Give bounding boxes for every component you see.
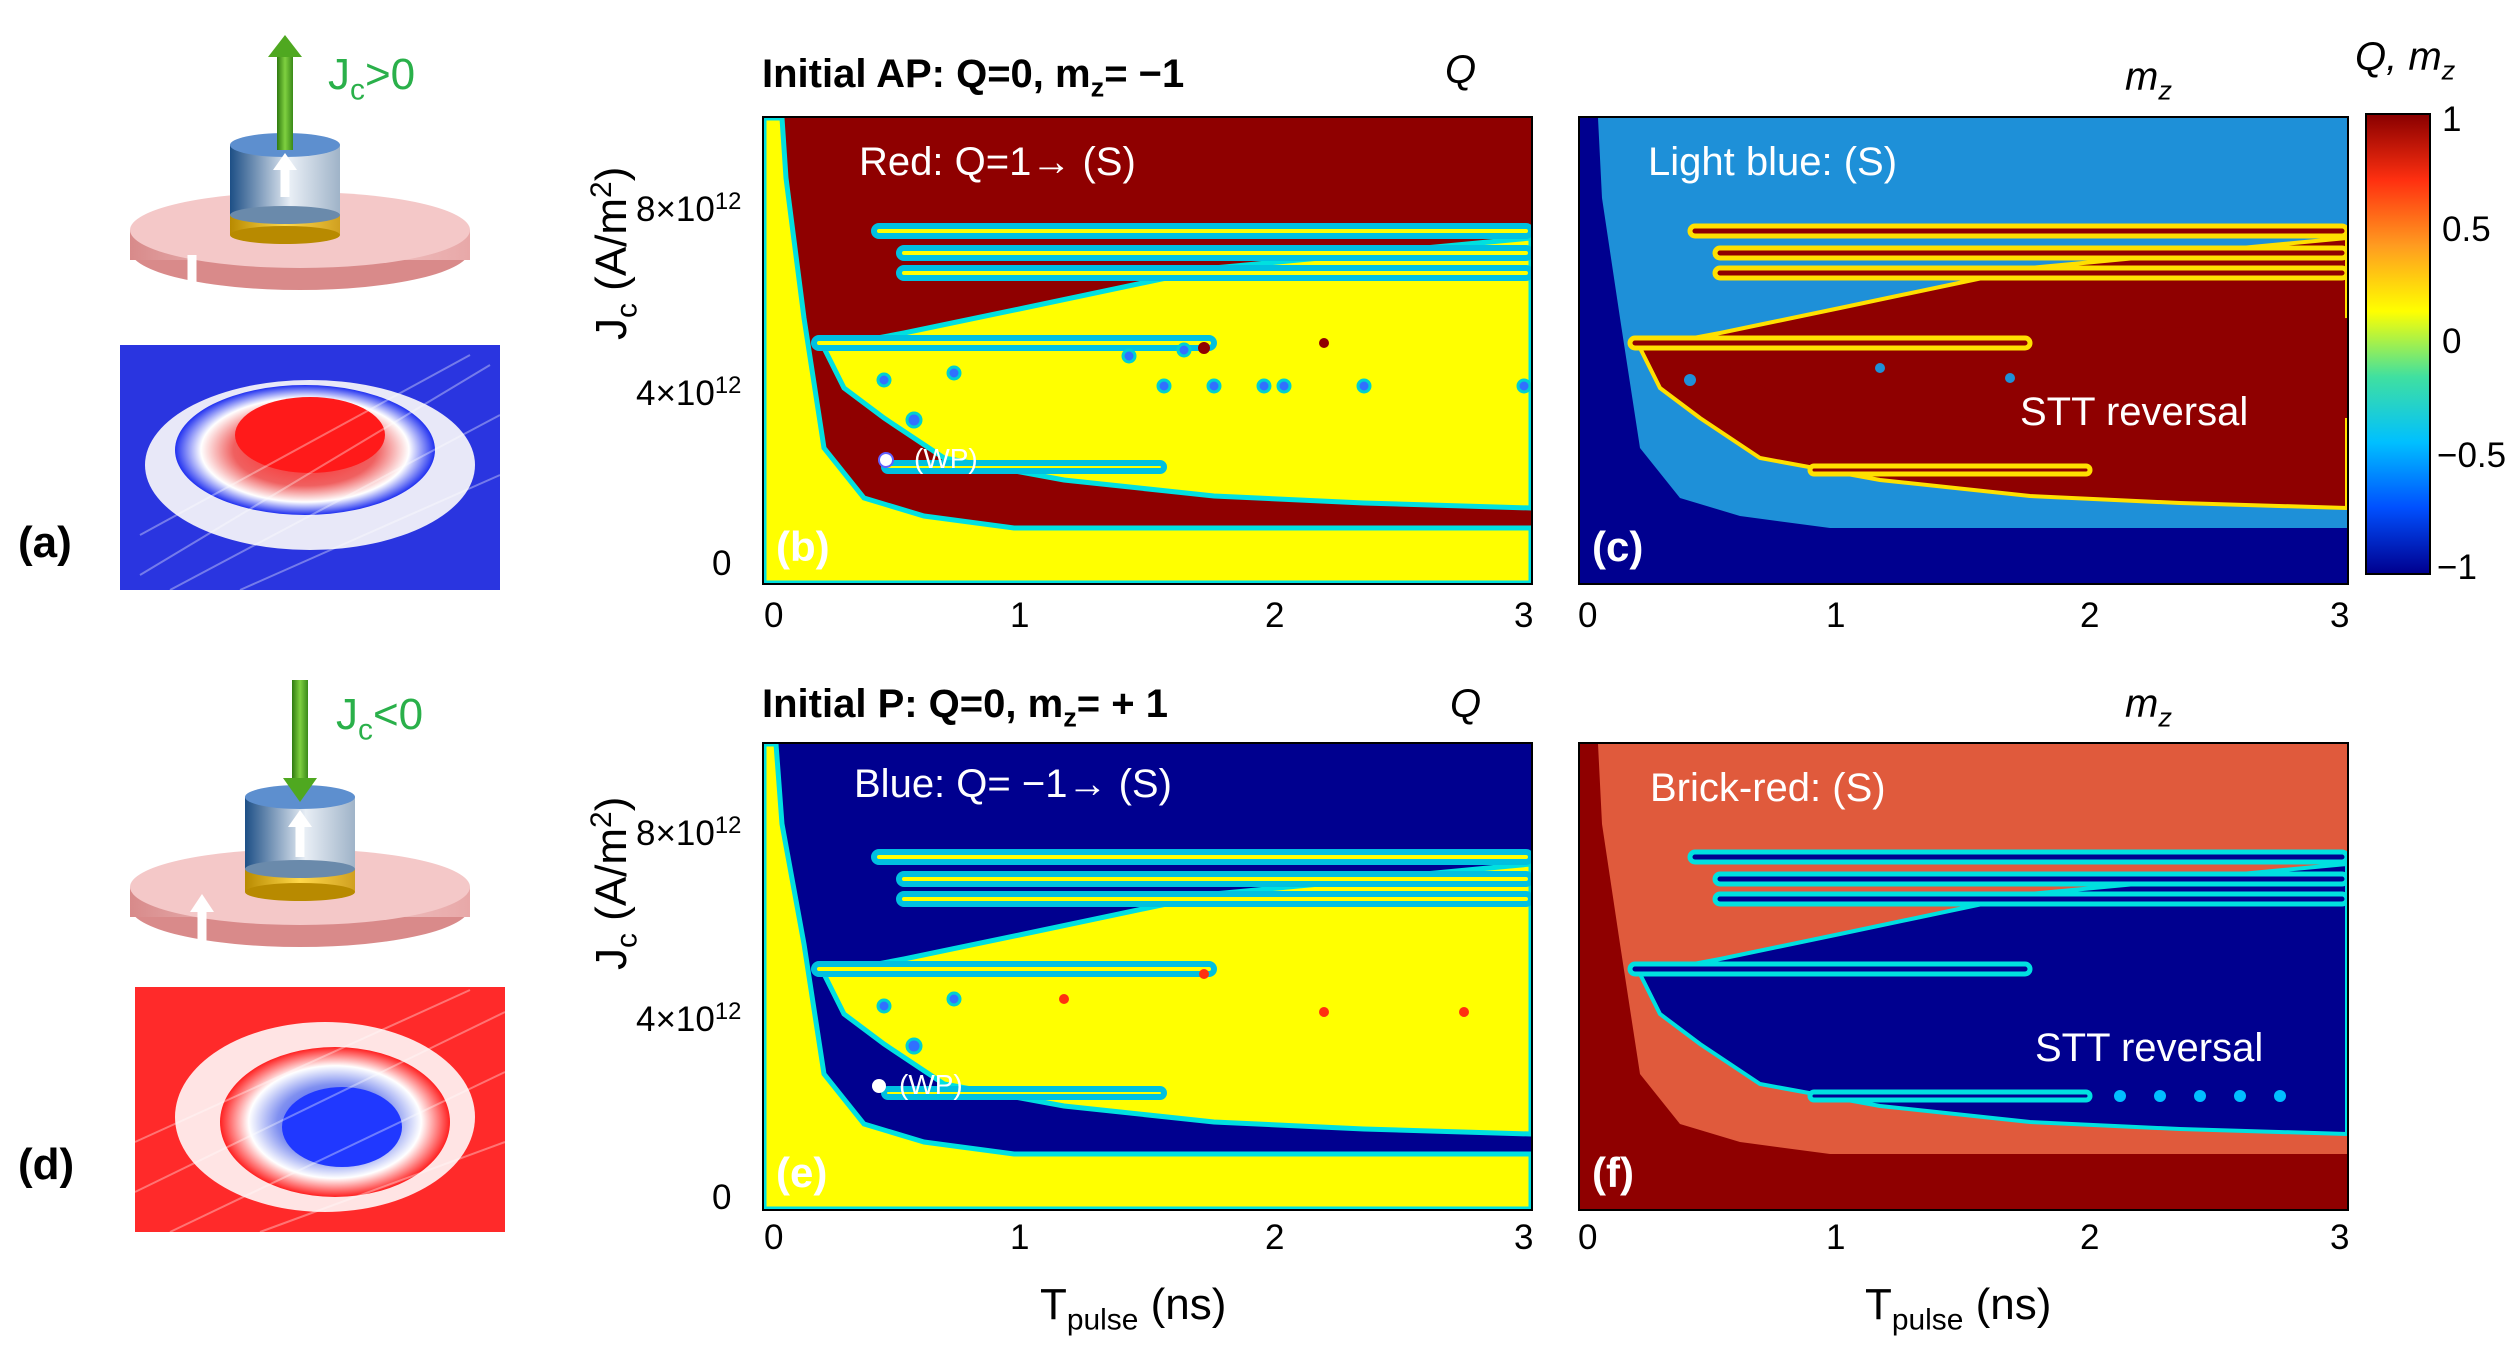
x-axis-label-left: Tpulse (ns) (1040, 1280, 1227, 1337)
x-tick-f-0: 0 (1578, 1218, 1598, 1257)
x-tick-e-2: 2 (1265, 1218, 1285, 1257)
row-title-bottom: Initial P: Q=0, mz= + 1 (762, 682, 1168, 733)
x-tick-f-3: 3 (2330, 1218, 2350, 1257)
panel-letter-e: (e) (776, 1149, 828, 1196)
map-symbol-f: mz (2125, 682, 2172, 733)
colorbar (2365, 113, 2431, 575)
x-tick-b-1: 1 (1010, 596, 1030, 635)
map-symbol-b: Q (1445, 48, 1477, 92)
x-tick-e-1: 1 (1010, 1218, 1030, 1257)
panel-letter-f: (f) (1592, 1149, 1634, 1196)
x-tick-e-3: 3 (1514, 1218, 1534, 1257)
x-tick-c-3: 3 (2330, 596, 2350, 635)
x-tick-c-0: 0 (1578, 596, 1598, 635)
y-tick-top-4: 4×1012 (636, 372, 742, 413)
note-e: Blue: Q= −1→ (S) (854, 762, 1172, 806)
heatmap-f-canvas (1580, 744, 2347, 1209)
current-label-a: Jc>0 (328, 50, 416, 107)
x-tick-f-2: 2 (2080, 1218, 2100, 1257)
note-b: Red: Q=1→ (S) (859, 140, 1136, 184)
colorbar-title: Q, mz (2355, 35, 2456, 86)
x-tick-c-1: 1 (1826, 596, 1846, 635)
region-c: STT reversal (2020, 390, 2249, 434)
colorbar-tick-neg0.5: −0.5 (2437, 436, 2507, 475)
x-tick-f-1: 1 (1826, 1218, 1846, 1257)
colorbar-tick-1: 1 (2442, 100, 2462, 139)
y-tick-bottom-8: 8×1012 (636, 812, 742, 853)
y-tick-top-8: 8×1012 (636, 188, 742, 229)
device-sketch-a (120, 35, 501, 591)
heatmap-b-canvas (764, 118, 1531, 583)
colorbar-tick-0.5: 0.5 (2442, 210, 2491, 249)
region-f: STT reversal (2035, 1026, 2264, 1070)
wp-label-b: (WP) (914, 443, 978, 474)
panel-label-d: (d) (18, 1140, 75, 1189)
row-title-top: Initial AP: Q=0, mz= −1 (762, 52, 1185, 103)
y-tick-top-0: 0 (712, 544, 732, 583)
heatmap-e: Blue: Q= −1→ (S) (WP) (e) (762, 742, 1533, 1211)
note-f: Brick-red: (S) (1650, 766, 1886, 810)
map-symbol-c: mz (2125, 55, 2172, 106)
y-tick-bottom-0: 0 (712, 1178, 732, 1217)
current-label-d: Jc<0 (336, 690, 424, 747)
heatmap-c: Light blue: (S) STT reversal (c) (1578, 116, 2349, 585)
device-sketch-d (130, 680, 506, 1233)
heatmap-e-canvas (764, 744, 1531, 1209)
x-tick-b-3: 3 (1514, 596, 1534, 635)
map-symbol-e: Q (1450, 682, 1482, 726)
x-tick-c-2: 2 (2080, 596, 2100, 635)
heatmap-c-canvas (1580, 118, 2347, 583)
x-tick-b-0: 0 (764, 596, 784, 635)
colorbar-tick-neg1: −1 (2437, 548, 2477, 587)
panel-letter-c: (c) (1592, 523, 1644, 570)
x-axis-label-right: Tpulse (ns) (1865, 1280, 2052, 1337)
x-tick-e-0: 0 (764, 1218, 784, 1257)
wp-label-e: (WP) (899, 1069, 963, 1100)
colorbar-tick-0: 0 (2442, 322, 2462, 361)
heatmap-f: Brick-red: (S) STT reversal (f) (1578, 742, 2349, 1211)
panel-letter-b: (b) (776, 523, 830, 570)
y-tick-bottom-4: 4×1012 (636, 998, 742, 1039)
x-tick-b-2: 2 (1265, 596, 1285, 635)
note-c: Light blue: (S) (1648, 140, 1898, 184)
panel-label-a: (a) (18, 518, 72, 567)
heatmap-b: Red: Q=1→ (S) (WP) (b) (762, 116, 1533, 585)
